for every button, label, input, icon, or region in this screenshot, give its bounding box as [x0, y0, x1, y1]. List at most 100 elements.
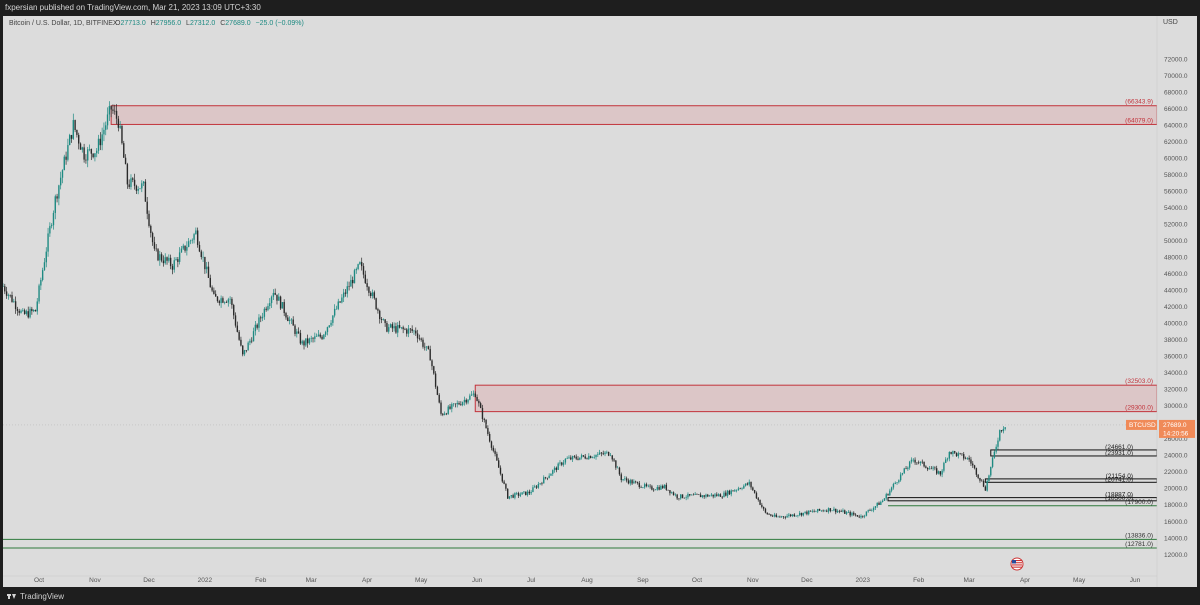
candle-body — [526, 491, 529, 496]
candle-body — [919, 461, 922, 464]
published-line: fxpersian published on TradingView.com, … — [5, 3, 261, 12]
candle-body — [761, 504, 763, 507]
candle-body — [382, 319, 385, 321]
candle-body — [321, 336, 323, 339]
candle-body — [160, 254, 163, 261]
candle-body — [696, 493, 698, 495]
candle-body — [207, 266, 210, 278]
candle-body — [912, 459, 914, 461]
candle-body — [99, 138, 102, 146]
candle-body — [582, 455, 585, 457]
candle-body — [397, 325, 399, 333]
candle-body — [50, 225, 53, 227]
candle-body — [184, 245, 186, 251]
time-tick-label: Mar — [306, 577, 318, 584]
ohlc-h: 27956.0 — [156, 20, 181, 27]
symbol-line: Bitcoin / U.S. Dollar, 1D, BITFINEX — [9, 20, 118, 27]
candle-body — [779, 516, 781, 518]
time-tick-label: May — [1073, 577, 1086, 584]
candle-body — [941, 470, 943, 475]
candle-body — [404, 329, 406, 330]
candle-body — [326, 327, 329, 333]
price-tick-label: 14000.0 — [1164, 535, 1188, 542]
candle-body — [546, 477, 549, 479]
candle-body — [990, 466, 992, 476]
candle-body — [584, 456, 586, 459]
candle-body — [946, 458, 949, 460]
candle-body — [292, 319, 294, 326]
zone-upper-label: (66343.9) — [1125, 99, 1153, 106]
candle-body — [76, 129, 78, 135]
candle-body — [642, 487, 644, 488]
candle-body — [651, 486, 653, 490]
us-flag-icon[interactable] — [1010, 557, 1024, 571]
candle-body — [943, 462, 945, 471]
candle-body — [842, 510, 844, 512]
candle-body — [508, 496, 511, 499]
price-axis[interactable]: 12000.0 14000.0 16000.0 18000.0 20000.0 22000… — [1156, 16, 1197, 587]
candle-body — [799, 512, 801, 516]
candle-body — [402, 327, 404, 330]
time-axis[interactable]: Oct Nov Dec 2022 Feb Mar Apr May Jun Jul Aug Sep Oct… — [3, 575, 1157, 584]
candle-body — [609, 455, 612, 457]
candles — [3, 101, 1157, 520]
candle-body — [680, 494, 682, 499]
candle-body — [804, 511, 806, 513]
candle-body — [74, 120, 76, 130]
price-chart[interactable]: (66343.9) (64079.0) (32503.0) (29300.0) (246… — [3, 16, 1197, 587]
candle-body — [13, 301, 15, 302]
candle-body — [570, 457, 572, 460]
candle-body — [712, 494, 714, 497]
candle-body — [575, 456, 577, 459]
zone-lower-label: (64079.0) — [1125, 117, 1153, 124]
candle-body — [274, 292, 276, 295]
candle-body — [535, 486, 538, 488]
candle-body — [494, 450, 496, 454]
candle-body — [591, 457, 594, 459]
candle-body — [231, 298, 233, 306]
candle-body — [169, 257, 172, 267]
candle-body — [339, 301, 341, 303]
candle-body — [202, 256, 204, 258]
candle-body — [586, 458, 588, 460]
tradingview-logo-icon[interactable] — [6, 588, 18, 605]
footer-brand[interactable]: TradingView — [20, 592, 65, 601]
candle-body — [362, 266, 365, 275]
candle-body — [602, 453, 604, 455]
candle-body — [775, 514, 777, 517]
candle-body — [314, 336, 316, 339]
chart-frame[interactable]: (66343.9) (64079.0) (32503.0) (29300.0) (246… — [3, 16, 1197, 587]
time-tick-label: Nov — [747, 577, 759, 584]
time-tick-label: Mar — [964, 577, 976, 584]
candle-body — [191, 239, 193, 241]
flag-stripe — [1012, 564, 1022, 566]
candle-body — [112, 109, 114, 111]
candle-body — [734, 490, 736, 492]
candle-body — [663, 484, 666, 489]
candle-body — [755, 492, 758, 499]
candle-body — [752, 487, 754, 491]
candle-body — [335, 308, 338, 310]
candle-body — [845, 512, 848, 514]
candle-body — [442, 413, 444, 415]
candle-body — [483, 419, 485, 420]
candle-body — [49, 226, 51, 234]
candle-body — [222, 298, 224, 303]
candle-body — [993, 451, 996, 458]
candle-body — [863, 515, 866, 517]
symbol-legend: Bitcoin / U.S. Dollar, 1D, BITFINEX O277… — [9, 19, 1178, 27]
candle-body — [973, 465, 976, 469]
candle-body — [434, 373, 437, 387]
candle-body — [186, 246, 188, 251]
candle-body — [341, 297, 343, 303]
candle-body — [348, 286, 350, 287]
candle-body — [620, 474, 622, 481]
candle-body — [400, 327, 403, 328]
candle-body — [440, 402, 442, 414]
candle-body — [337, 301, 339, 309]
candle-body — [328, 325, 330, 328]
candle-body — [4, 286, 6, 292]
candle-body — [577, 458, 579, 460]
candle-body — [458, 403, 460, 405]
ohlc-h-label: H — [151, 20, 156, 27]
